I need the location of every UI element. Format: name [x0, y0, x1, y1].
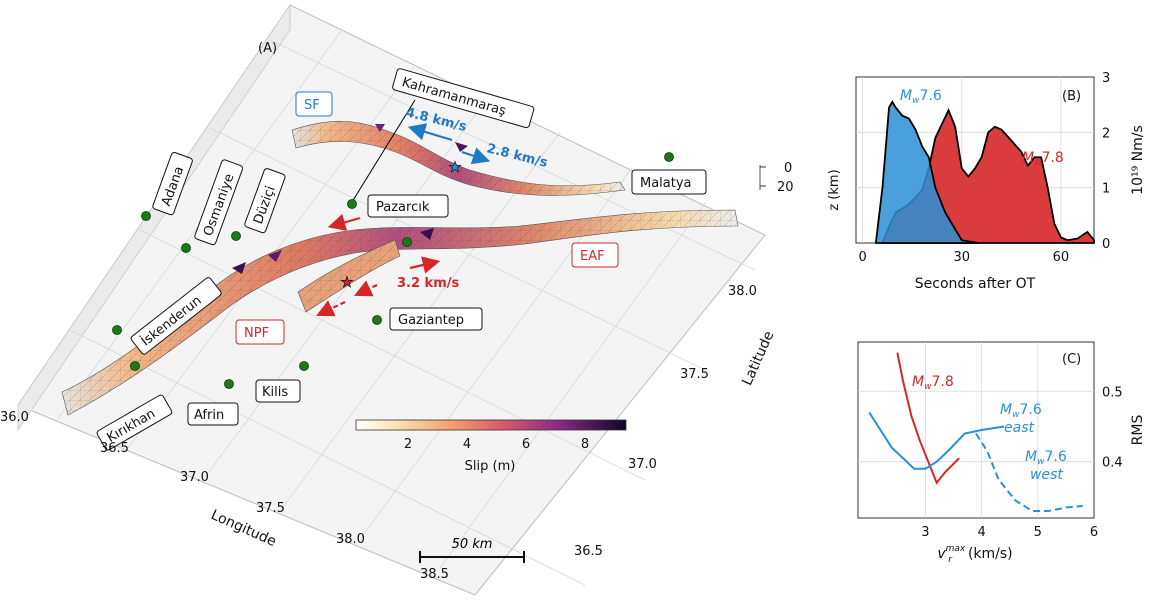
fault-label-eaf: EAF	[580, 249, 605, 264]
velocity-arrows	[316, 123, 491, 317]
panel-c-line-1	[868, 411, 1005, 470]
colorbar-tick-2: 2	[404, 437, 412, 452]
city-label-pazarcik: Pazarcık	[376, 200, 430, 215]
panel-c-gridlines	[858, 342, 1094, 518]
colorbar-tick-8: 8	[581, 437, 589, 452]
city-label-afrin: Afrin	[194, 408, 224, 423]
city-markers	[112, 152, 674, 389]
lon-tick-36-5: 36.5	[100, 441, 129, 456]
panel-b-ylabel: 10¹⁹ Nm/s	[1130, 125, 1146, 195]
panel-b-legend-mw76: Mw7.6	[900, 88, 942, 106]
epicenter-star-mw78: ★	[340, 273, 353, 291]
city-marker-duzici	[231, 231, 241, 241]
city-label-kilis: Kilis	[262, 385, 288, 400]
city-marker-osmaniye	[181, 243, 191, 253]
depth-tick-0: 0	[784, 161, 792, 176]
kahramanmaras-leader-line	[351, 99, 416, 203]
panel-c-line-2	[975, 432, 1083, 512]
panel-b-ytick: 1	[1102, 182, 1110, 197]
depth-axis-label: z (km)	[827, 169, 842, 210]
lon-tick-38-5: 38.5	[420, 567, 449, 582]
depth-tick-20: 20	[777, 180, 794, 195]
city-marker-kilis	[299, 361, 309, 371]
panel-c-legend-mw76-west: Mw7.6 west	[1025, 449, 1067, 483]
map-floor-pane	[17, 4, 766, 596]
panel-c-xtick: 6	[1090, 525, 1098, 540]
panel-c-ytick: 0.5	[1102, 385, 1123, 400]
panel-c-line-0	[896, 352, 960, 485]
lon-tick-38-0: 38.0	[336, 532, 365, 547]
epicenter-star-mw76: ★	[448, 158, 461, 176]
panel-b-ytick: 2	[1102, 126, 1110, 141]
city-marker-kahramanmaras	[347, 199, 357, 209]
city-label-malatya: Malatya	[640, 176, 692, 191]
city-label-gaziantep: Gaziantep	[398, 313, 464, 328]
lat-tick-37-5: 37.5	[680, 367, 709, 382]
city-labels: Kahramanmaraş Pazarcık Malatya Adana Osm…	[96, 68, 707, 451]
city-marker-adana	[141, 211, 151, 221]
panel-b-legend-mw78: Mw7.8	[1022, 150, 1064, 168]
latitude-axis-label: Latitude	[739, 329, 777, 388]
panel-b-xlabel: Seconds after OT	[915, 276, 1036, 292]
scale-bar: 50 km	[419, 537, 525, 563]
colorbar: 2 4 6 8 Slip (m)	[355, 419, 627, 474]
panel-c-ylabel: RMS	[1130, 415, 1146, 446]
city-marker-afrin	[224, 379, 234, 389]
lat-tick-37-0: 37.0	[628, 457, 657, 472]
lon-tick-36-0: 36.0	[0, 410, 29, 425]
panel-b-ytick: 0	[1102, 237, 1110, 252]
panel-c: (C) Mw7.8 Mw7.6 east Mw7.6 west 3 4 5 6 0.4 0.5…	[857, 341, 1146, 565]
panel-c-ytick: 0.4	[1102, 456, 1123, 471]
panel-c-xtick: 4	[977, 525, 985, 540]
colorbar-tick-4: 4	[463, 437, 471, 452]
panel-b-series	[874, 100, 1095, 244]
panel-b-area-mw76	[874, 100, 979, 244]
panel-b-ytick: 3	[1102, 71, 1110, 86]
panel-b-xtick: 60	[1053, 250, 1070, 265]
panel-c-label: (C)	[1062, 352, 1081, 367]
lon-tick-37-5: 37.5	[256, 501, 285, 516]
colorbar-tick-6: 6	[522, 437, 530, 452]
panel-c-frame	[857, 341, 1095, 519]
panel-a-label: (A)	[258, 41, 277, 56]
lat-tick-38-0: 38.0	[728, 284, 757, 299]
panel-b-label: (B)	[1062, 89, 1081, 104]
colorbar-label: Slip (m)	[465, 459, 516, 474]
city-marker-gaziantep	[372, 315, 382, 325]
panel-b: (B) Mw7.6 Mw7.8 0 30 60 0 1 2 3 Seconds after …	[855, 71, 1146, 292]
scale-bar-label: 50 km	[452, 537, 493, 552]
city-marker-kirikhan	[130, 361, 140, 371]
lon-tick-37-0: 37.0	[180, 470, 209, 485]
city-marker-iskenderun	[112, 325, 122, 335]
panel-c-legend-mw78: Mw7.8	[912, 374, 954, 392]
panel-c-xtick: 5	[1034, 525, 1042, 540]
city-marker-malatya	[664, 152, 674, 162]
city-marker-pazarcik	[402, 237, 412, 247]
lat-tick-36-5: 36.5	[574, 544, 603, 559]
panel-c-series	[868, 352, 1083, 512]
panel-c-legend-mw76-east: Mw7.6 east	[1000, 402, 1042, 436]
map-back-pane	[17, 3, 291, 432]
panel-c-xtick: 3	[921, 525, 929, 540]
fault-label-npf: NPF	[244, 326, 269, 341]
panel-b-xtick: 0	[858, 250, 866, 265]
map-panel: (A) ★ ★	[0, 3, 842, 596]
panel-b-xtick: 30	[954, 250, 971, 265]
fault-label-sf: SF	[304, 98, 320, 113]
velocity-label-npf: 3.2 km/s	[397, 276, 459, 291]
panel-c-xlabel: vmax r (km/s)	[937, 544, 1012, 565]
